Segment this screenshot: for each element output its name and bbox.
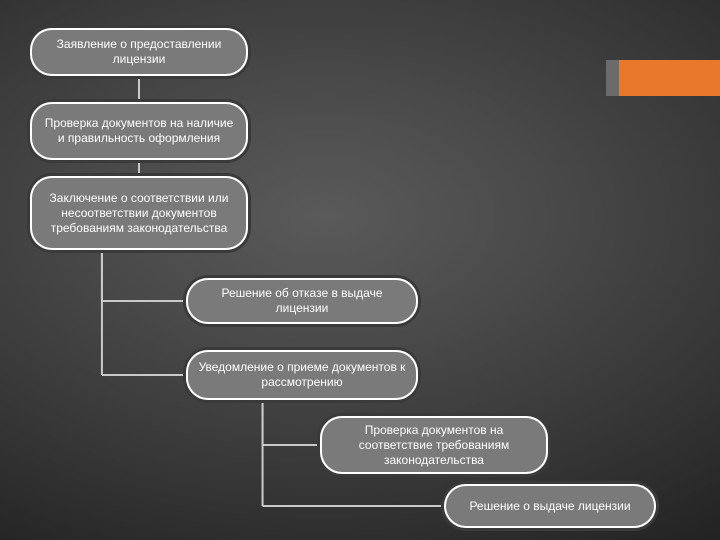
flowchart-node: Проверка документов на наличие и правиль… xyxy=(30,102,248,160)
flowchart-node: Решение об отказе в выдаче лицензии xyxy=(186,278,418,324)
accent-bar-orange xyxy=(619,60,720,96)
flowchart-node-label: Решение о выдаче лицензии xyxy=(469,499,630,514)
flowchart-node-label: Уведомление о приеме документов к рассмо… xyxy=(196,360,408,390)
flowchart-node-label: Проверка документов на наличие и правиль… xyxy=(40,116,238,146)
flowchart-node: Уведомление о приеме документов к рассмо… xyxy=(186,350,418,400)
flowchart-node-label: Решение об отказе в выдаче лицензии xyxy=(196,286,408,316)
flowchart-node-label: Заявление о предоставлении лицензии xyxy=(40,37,238,67)
flowchart-node: Проверка документов на соответствие треб… xyxy=(320,416,548,474)
flowchart-node: Заявление о предоставлении лицензии xyxy=(30,28,248,76)
flowchart-node: Решение о выдаче лицензии xyxy=(444,484,656,528)
flowchart-node: Заключение о соответствии или несоответс… xyxy=(30,176,248,250)
flowchart-node-label: Заключение о соответствии или несоответс… xyxy=(40,191,238,236)
flowchart-node-label: Проверка документов на соответствие треб… xyxy=(330,423,538,468)
